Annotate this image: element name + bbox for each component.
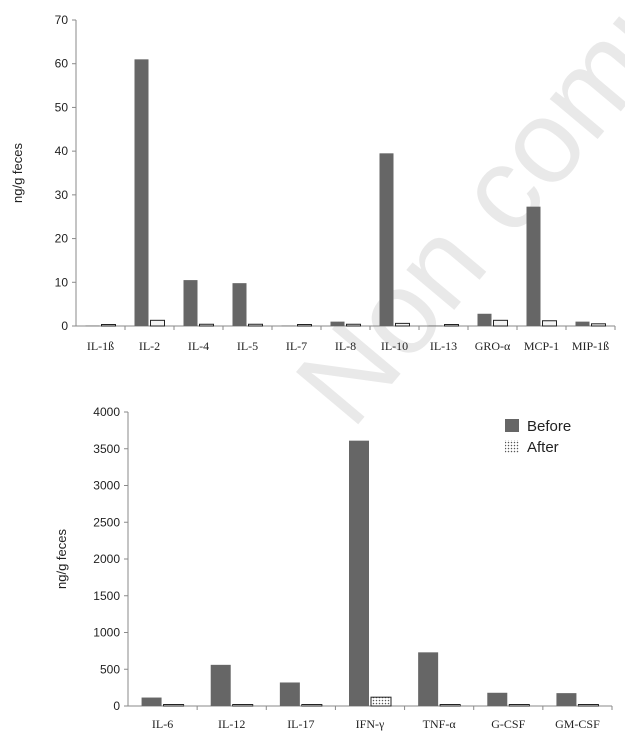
bar-after-IL-6 xyxy=(163,704,185,707)
bar-after-IL-5 xyxy=(248,323,263,327)
bar-before-IL-2 xyxy=(134,59,149,326)
x-category-label: G-CSF xyxy=(491,717,525,731)
y-tick-label: 20 xyxy=(55,232,69,246)
bar-before-IL-6 xyxy=(141,697,162,706)
x-category-label: IL-13 xyxy=(430,339,457,353)
x-category-label: IL-5 xyxy=(237,339,258,353)
chart-1: 0 10 20 30 40 50 60 70 ng/g feces IL-1ß IL-2 IL-4 IL… xyxy=(10,13,616,353)
bar-after-IL-17 xyxy=(301,704,323,707)
bar-after-G-CSF xyxy=(508,704,530,707)
y-tick-label: 60 xyxy=(55,57,69,71)
legend-swatch-after xyxy=(505,440,519,453)
bar-before-IL-8 xyxy=(330,321,345,326)
bar-after-GM-CSF xyxy=(577,704,599,707)
bar-before-IL-12 xyxy=(210,664,231,706)
y-tick-label: 2500 xyxy=(93,515,120,529)
y-tick-label: 30 xyxy=(55,188,69,202)
y-tick-label: 4000 xyxy=(93,405,120,419)
x-category-label: IL-4 xyxy=(188,339,209,353)
bar-before-G-CSF xyxy=(487,692,508,706)
bar-after-IL-7 xyxy=(297,324,312,327)
legend: Before After xyxy=(505,418,571,456)
bar-after-TNF-α xyxy=(439,704,461,707)
bar-before-MIP-1ß xyxy=(575,321,590,326)
y-axis-label: ng/g feces xyxy=(10,143,25,203)
x-category-label: GM-CSF xyxy=(555,717,600,731)
bar-after-IL-12 xyxy=(232,704,254,707)
y-tick-label: 1000 xyxy=(93,626,120,640)
bar-before-IL-17 xyxy=(279,682,300,706)
bar-before-IL-4 xyxy=(183,280,198,326)
bar-after-IL-1ß xyxy=(101,324,116,327)
bar-before-IL-7 xyxy=(281,325,296,327)
bar-before-IL-5 xyxy=(232,283,247,326)
y-tick-label: 10 xyxy=(55,275,69,289)
bar-after-IL-10 xyxy=(395,322,410,327)
x-category-label: GRO-α xyxy=(475,339,511,353)
bar-before-IL-1ß xyxy=(85,325,100,327)
bar-after-IL-13 xyxy=(444,324,459,327)
x-category-label: IFN-γ xyxy=(356,717,385,731)
bar-before-MCP-1 xyxy=(526,206,541,326)
legend-label-after: After xyxy=(527,439,559,456)
y-tick-label: 70 xyxy=(55,13,69,27)
y-tick-label: 3500 xyxy=(93,442,120,456)
y-tick-label: 1500 xyxy=(93,589,120,603)
watermark: Non comme xyxy=(271,0,625,448)
bar-after-GRO-α xyxy=(493,319,508,327)
x-category-label: TNF-α xyxy=(423,717,457,731)
y-tick-label: 2000 xyxy=(93,552,120,566)
x-category-label: IL-7 xyxy=(286,339,307,353)
x-category-label: IL-17 xyxy=(287,717,314,731)
legend-swatch-before xyxy=(505,419,519,432)
x-category-label: MCP-1 xyxy=(524,339,559,353)
y-tick-label: 0 xyxy=(113,699,120,713)
bar-after-MCP-1 xyxy=(542,320,557,327)
legend-label-before: Before xyxy=(527,418,571,435)
y-tick-label: 50 xyxy=(55,100,69,114)
x-category-label: IL-12 xyxy=(218,717,245,731)
bar-after-IL-4 xyxy=(199,323,214,327)
bar-after-IL-8 xyxy=(346,323,361,327)
y-tick-label: 500 xyxy=(100,662,120,676)
x-category-label: IL-2 xyxy=(139,339,160,353)
bar-before-IL-10 xyxy=(379,153,394,326)
y-tick-label: 3000 xyxy=(93,479,120,493)
x-category-label: IL-6 xyxy=(152,717,173,731)
bar-after-IFN-γ xyxy=(370,696,392,707)
bar-before-TNF-α xyxy=(418,652,439,706)
x-category-label: IL-1ß xyxy=(87,339,114,353)
bar-before-IFN-γ xyxy=(349,440,369,706)
bar-before-IL-13 xyxy=(428,325,443,327)
chart-2: 0 500 1000 1500 2000 2500 3000 3500 4000 ng/g fec… xyxy=(54,405,613,731)
bar-after-MIP-1ß xyxy=(591,323,606,327)
y-axis-label: ng/g feces xyxy=(54,529,69,589)
y-tick-label: 0 xyxy=(61,319,68,333)
bar-before-GM-CSF xyxy=(556,693,577,706)
y-tick-label: 40 xyxy=(55,144,69,158)
x-category-label: MIP-1ß xyxy=(572,339,609,353)
x-category-label: IL-10 xyxy=(381,339,408,353)
bar-after-IL-2 xyxy=(150,319,165,327)
bar-before-GRO-α xyxy=(477,313,492,326)
x-category-label: IL-8 xyxy=(335,339,356,353)
